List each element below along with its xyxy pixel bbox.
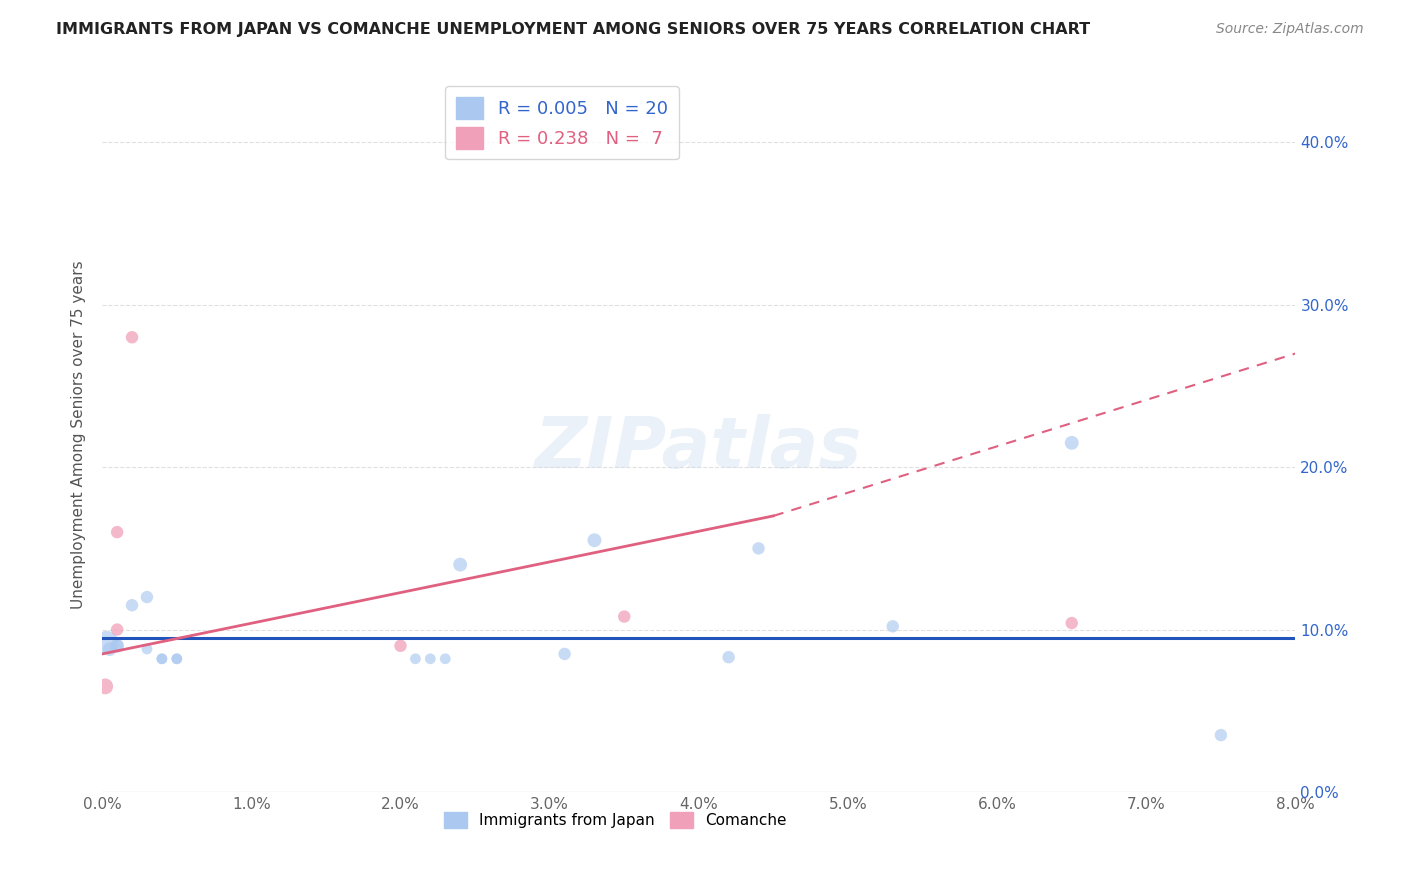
- Point: [434, 652, 457, 666]
- Point: [98, 642, 121, 657]
- Point: [1209, 728, 1232, 742]
- Point: [166, 652, 188, 666]
- Point: [121, 330, 143, 344]
- Point: [583, 533, 606, 548]
- Point: [150, 652, 173, 666]
- Text: ZIPatlas: ZIPatlas: [536, 415, 862, 483]
- Point: [419, 652, 441, 666]
- Point: [1060, 435, 1083, 450]
- Point: [1060, 616, 1083, 631]
- Point: [105, 639, 128, 653]
- Point: [882, 619, 904, 633]
- Point: [166, 652, 188, 666]
- Point: [105, 623, 128, 637]
- Point: [121, 598, 143, 612]
- Point: [136, 642, 159, 657]
- Point: [105, 525, 128, 540]
- Point: [449, 558, 471, 572]
- Point: [94, 680, 117, 694]
- Point: [717, 650, 740, 665]
- Point: [404, 652, 426, 666]
- Text: IMMIGRANTS FROM JAPAN VS COMANCHE UNEMPLOYMENT AMONG SENIORS OVER 75 YEARS CORRE: IMMIGRANTS FROM JAPAN VS COMANCHE UNEMPL…: [56, 22, 1091, 37]
- Point: [105, 639, 128, 653]
- Point: [96, 635, 118, 649]
- Text: Source: ZipAtlas.com: Source: ZipAtlas.com: [1216, 22, 1364, 37]
- Point: [150, 652, 173, 666]
- Legend: Immigrants from Japan, Comanche: Immigrants from Japan, Comanche: [437, 806, 793, 834]
- Point: [554, 647, 576, 661]
- Point: [613, 609, 636, 624]
- Y-axis label: Unemployment Among Seniors over 75 years: Unemployment Among Seniors over 75 years: [72, 260, 86, 609]
- Point: [747, 541, 769, 556]
- Point: [136, 590, 159, 604]
- Point: [389, 639, 412, 653]
